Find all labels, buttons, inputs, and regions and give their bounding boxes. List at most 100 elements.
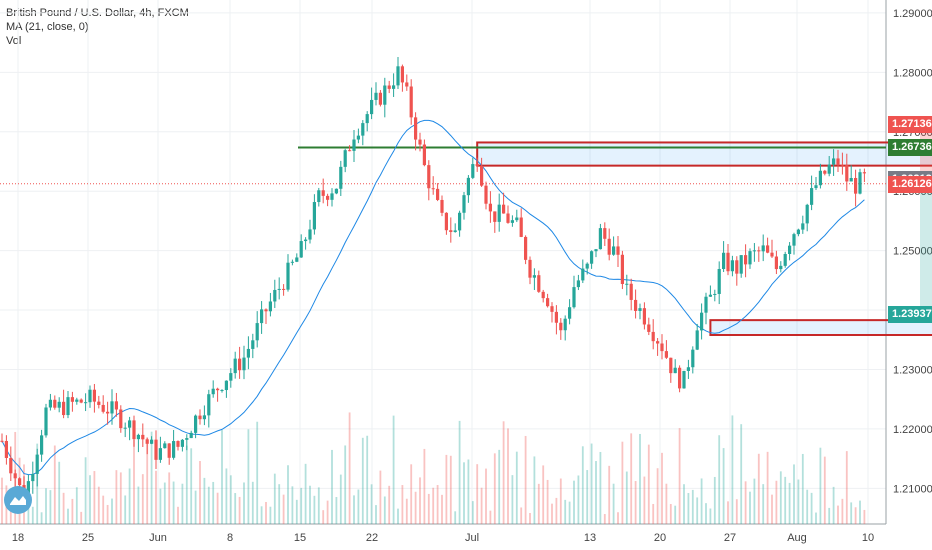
volume-bar	[269, 506, 272, 524]
volume-bar	[414, 491, 417, 524]
volume-bar	[797, 479, 800, 524]
volume-bar	[53, 445, 56, 524]
volume-bar	[423, 448, 426, 524]
candle-body	[180, 439, 184, 447]
candle-body	[378, 92, 382, 105]
price-tag: 1.26126	[888, 175, 932, 193]
candle-body	[497, 204, 501, 222]
time-tick-label: 22	[366, 532, 378, 544]
candle-body	[691, 349, 695, 368]
volume-bar	[621, 441, 624, 524]
candle-body	[348, 150, 352, 152]
candle-body	[119, 409, 123, 429]
candle-body	[282, 288, 286, 290]
candle-body	[70, 397, 74, 402]
candle-body	[84, 402, 88, 404]
time-tick-label: 27	[724, 532, 736, 544]
volume-bar	[229, 475, 232, 524]
candle-body	[550, 306, 554, 312]
candle-body	[123, 427, 127, 429]
candle-body	[268, 301, 272, 312]
candle-body	[488, 203, 492, 212]
candle-body	[361, 123, 365, 136]
candle-body	[290, 261, 294, 263]
volume-bar	[335, 496, 338, 524]
candle-body	[673, 367, 677, 374]
candle-body	[757, 250, 761, 252]
volume-bar	[463, 462, 465, 524]
volume-bar	[401, 485, 404, 524]
volume-bar	[155, 470, 157, 524]
volume-bar	[379, 470, 382, 524]
volume-bar	[617, 512, 619, 524]
volume-bar	[397, 508, 399, 524]
volume-bar	[564, 499, 567, 524]
take-profit-area	[920, 178, 932, 314]
volume-bar	[661, 452, 663, 524]
candle-body	[700, 312, 704, 331]
candle-body	[744, 255, 748, 265]
candle-body	[242, 357, 246, 371]
candle-body	[625, 283, 629, 285]
volume-bar	[775, 480, 778, 524]
volume-bar	[647, 444, 650, 524]
candle-body	[409, 86, 413, 118]
volume-bar	[102, 495, 105, 524]
volume-bar	[533, 456, 536, 524]
price-tag: 1.23937	[888, 305, 932, 323]
tradingview-logo-icon[interactable]	[4, 486, 32, 514]
candle-body	[779, 265, 783, 270]
candle-body	[264, 309, 268, 312]
volume-bar	[273, 473, 276, 524]
candle-body	[172, 441, 176, 458]
candle-body	[532, 275, 536, 278]
candle-body	[576, 280, 580, 288]
volume-bar	[608, 465, 611, 524]
volume-bar	[146, 437, 149, 524]
time-tick-label: 18	[12, 532, 24, 544]
volume-bar	[304, 463, 307, 524]
volume-bar	[845, 451, 848, 524]
ma-indicator-label[interactable]: MA (21, close, 0)	[6, 21, 89, 33]
candle-body	[603, 228, 607, 239]
candle-body	[154, 439, 158, 460]
candle-body	[62, 401, 66, 416]
candle-body	[229, 373, 233, 381]
volume-bar	[515, 451, 518, 524]
candle-body	[585, 263, 589, 269]
price-tick-label: 1.28000	[893, 67, 932, 79]
volume-bar	[568, 501, 571, 524]
candle-body	[818, 170, 822, 186]
candle-body	[849, 177, 853, 182]
volume-bar	[238, 496, 241, 524]
candle-body	[286, 262, 290, 290]
volume-bar	[339, 474, 342, 524]
volume-indicator-label[interactable]: Vol	[6, 35, 22, 47]
volume-bar	[75, 487, 78, 524]
candle-body	[475, 164, 479, 166]
volume-bar	[58, 461, 61, 524]
volume-bar	[498, 449, 501, 524]
candle-body	[233, 358, 237, 374]
candle-body	[620, 254, 624, 284]
volume-bar	[485, 468, 487, 524]
volume-bar	[436, 485, 439, 524]
candle-body	[713, 293, 717, 295]
candle-body	[436, 188, 440, 200]
volume-bar	[133, 439, 135, 524]
candle-body	[383, 85, 387, 105]
volume-bar	[603, 514, 606, 524]
candle-body	[722, 252, 726, 270]
candle-body	[198, 415, 202, 420]
time-tick-label: 20	[654, 532, 666, 544]
volume-bar	[405, 498, 408, 524]
volume-bar	[194, 490, 197, 524]
volume-bar	[683, 484, 685, 524]
candle-body	[224, 380, 228, 391]
volume-bar	[265, 501, 267, 524]
time-tick-label: Aug	[787, 532, 807, 544]
volume-bar	[471, 501, 474, 524]
candle-body	[48, 399, 52, 408]
volume-bar	[375, 505, 377, 524]
